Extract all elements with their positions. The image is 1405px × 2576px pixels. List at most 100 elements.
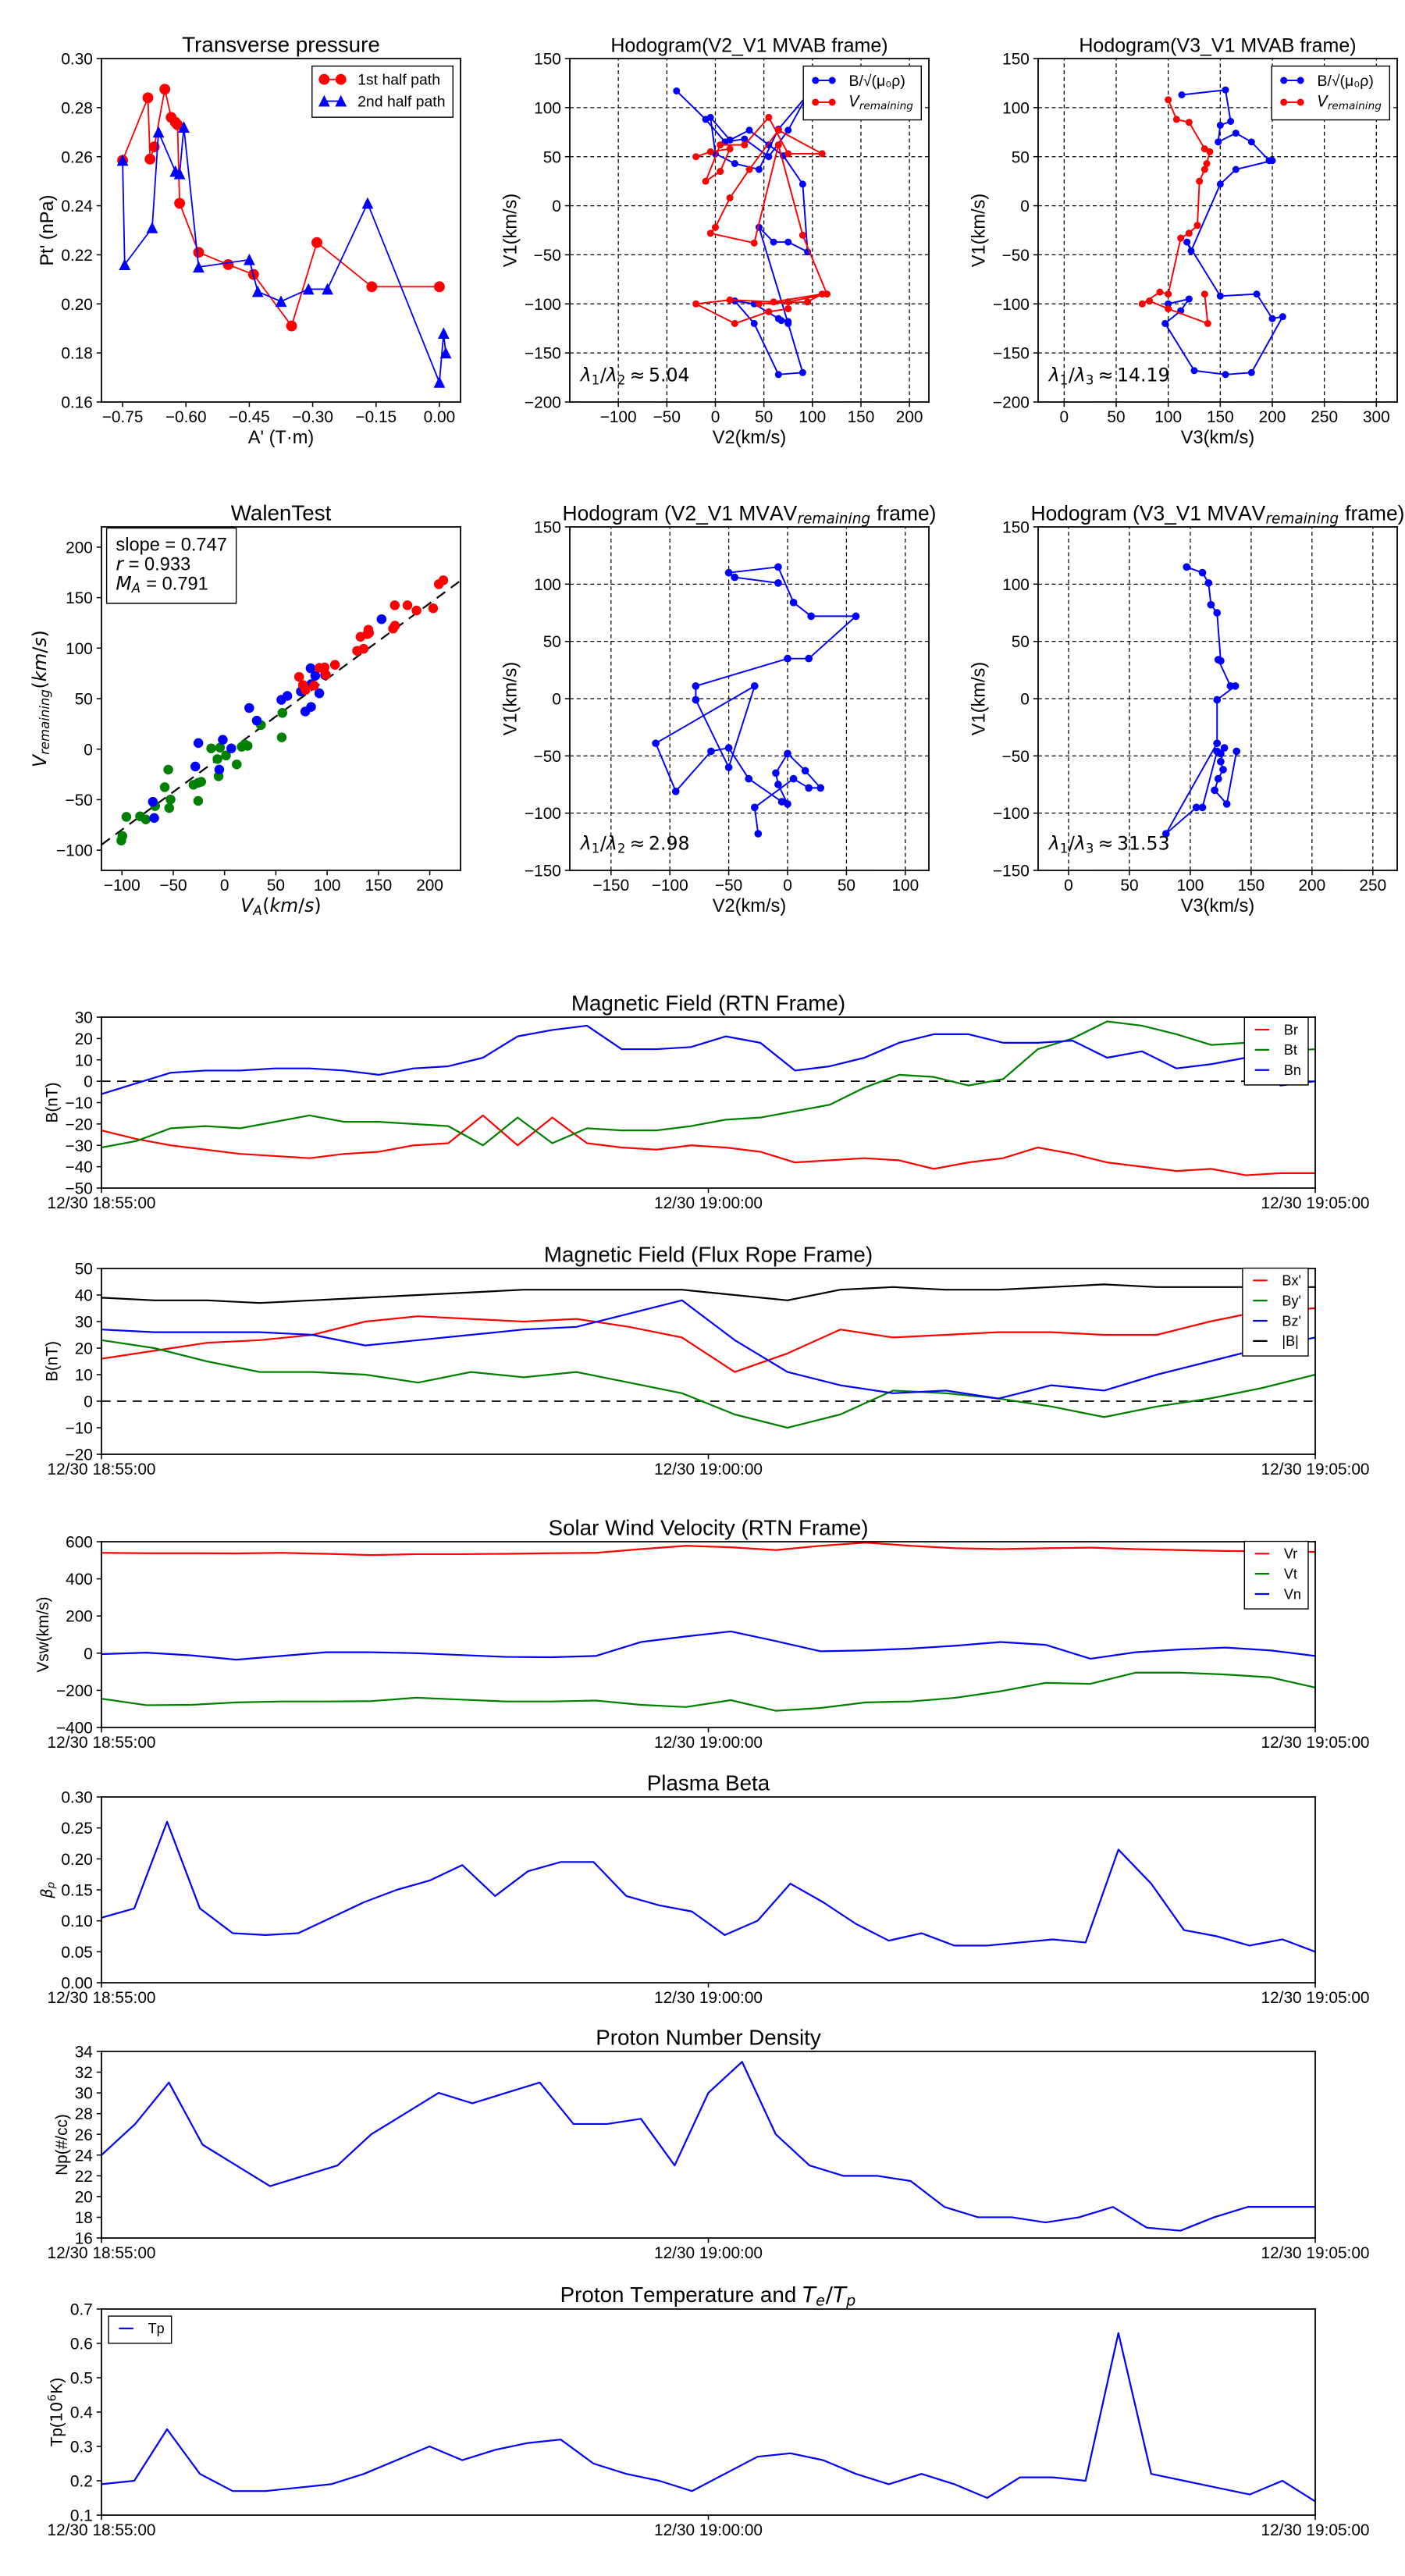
- svg-text:0.30: 0.30: [61, 1789, 93, 1807]
- svg-text:12/30 19:00:00: 12/30 19:00:00: [654, 1194, 763, 1212]
- svg-text:10: 10: [75, 1367, 93, 1385]
- svg-text:100: 100: [534, 99, 561, 117]
- svg-text:−50: −50: [66, 1180, 93, 1198]
- svg-text:V2(km/s): V2(km/s): [713, 428, 786, 448]
- svg-text:400: 400: [66, 1571, 93, 1589]
- svg-text:0.5: 0.5: [70, 2370, 93, 2388]
- svg-text:50: 50: [1107, 408, 1125, 426]
- svg-text:V3(km/s): V3(km/s): [1181, 428, 1254, 448]
- svg-text:T p ( K: T p ( K ) 1 0 6: [45, 2373, 66, 2446]
- svg-text:150: 150: [534, 51, 561, 69]
- svg-text:12/30 19:05:00: 12/30 19:05:00: [1261, 1461, 1370, 1478]
- svg-text:−100: −100: [56, 842, 93, 860]
- svg-text:B(nT): B(nT): [44, 1341, 62, 1382]
- svg-text:12/30 19:00:00: 12/30 19:00:00: [654, 1461, 763, 1478]
- svg-text:0: 0: [1020, 691, 1030, 709]
- svg-text:0.3: 0.3: [70, 2439, 93, 2457]
- svg-text:24: 24: [75, 2147, 93, 2165]
- svg-text:0.00: 0.00: [61, 1975, 93, 1993]
- svg-text:30: 30: [75, 1314, 93, 1332]
- svg-text:40: 40: [75, 1287, 93, 1305]
- svg-text:−30: −30: [66, 1137, 93, 1155]
- svg-text:30: 30: [75, 1009, 93, 1027]
- svg-text:−50: −50: [534, 748, 561, 766]
- svg-text:100: 100: [1177, 877, 1204, 895]
- svg-text:−0.30: −0.30: [292, 408, 333, 426]
- svg-text:18: 18: [75, 2209, 93, 2227]
- svg-text:0: 0: [711, 408, 720, 426]
- svg-text:0: 0: [84, 1645, 93, 1663]
- svg-text:20: 20: [75, 2188, 93, 2206]
- svg-text:Vr: Vr: [1284, 1546, 1297, 1562]
- svg-text:0.18: 0.18: [61, 345, 93, 363]
- svg-text:1st half path: 1st half path: [357, 72, 440, 89]
- svg-text:200: 200: [66, 1608, 93, 1626]
- svg-text:B(nT): B(nT): [44, 1082, 62, 1123]
- svg-text:22: 22: [75, 2168, 93, 2186]
- svg-text:150: 150: [1002, 519, 1030, 537]
- svg-text:150: 150: [66, 589, 93, 607]
- svg-text:100: 100: [891, 877, 919, 895]
- svg-text:−0.60: −0.60: [165, 408, 207, 426]
- svg-text:0: 0: [552, 197, 561, 215]
- svg-text:0.30: 0.30: [61, 51, 93, 69]
- svg-text:V k m s: V k m s A ( / ): [240, 895, 321, 919]
- svg-text:200: 200: [1259, 408, 1286, 426]
- svg-text:0.4: 0.4: [70, 2404, 93, 2422]
- svg-text:150: 150: [365, 877, 392, 895]
- svg-text:−40: −40: [66, 1158, 93, 1176]
- svg-text:0.20: 0.20: [61, 1851, 93, 1869]
- svg-text:0.16: 0.16: [61, 394, 93, 412]
- svg-text:−100: −100: [525, 296, 561, 314]
- svg-text:200: 200: [66, 539, 93, 557]
- svg-text:V1(km/s): V1(km/s): [501, 194, 521, 267]
- svg-text:12/30 19:05:00: 12/30 19:05:00: [1261, 1734, 1370, 1752]
- svg-text:600: 600: [66, 1534, 93, 1552]
- svg-text:Hodogram(V2_V1 MVAB frame): Hodogram(V2_V1 MVAB frame): [610, 35, 887, 57]
- svg-text:0.26: 0.26: [61, 148, 93, 166]
- svg-text:12/30 18:55:00: 12/30 18:55:00: [48, 1194, 156, 1212]
- svg-text:−50: −50: [715, 877, 742, 895]
- svg-text:150: 150: [1002, 51, 1030, 69]
- svg-text:0: 0: [783, 877, 792, 895]
- svg-text:0.22: 0.22: [61, 247, 93, 265]
- svg-text:34: 34: [75, 2044, 93, 2062]
- svg-text:12/30 19:05:00: 12/30 19:05:00: [1261, 2244, 1370, 2262]
- svg-text:−100: −100: [104, 877, 140, 895]
- svg-text:λ λ 1 2: λ λ 1 2 / ≈ 2 . 9 8: [579, 832, 690, 856]
- svg-text:100: 100: [799, 408, 826, 426]
- svg-text:−50: −50: [159, 877, 187, 895]
- svg-text:−200: −200: [525, 394, 561, 412]
- svg-text:20: 20: [75, 1340, 93, 1358]
- svg-text:50: 50: [755, 408, 773, 426]
- svg-text:250: 250: [1311, 408, 1338, 426]
- svg-text:Bt: Bt: [1284, 1042, 1297, 1058]
- svg-text:200: 200: [896, 408, 923, 426]
- svg-text:50: 50: [1012, 633, 1030, 651]
- svg-text:10: 10: [75, 1051, 93, 1069]
- svg-text:32: 32: [75, 2064, 93, 2082]
- svg-text:0.6: 0.6: [70, 2336, 93, 2354]
- svg-text:−20: −20: [66, 1446, 93, 1464]
- svg-text:12/30 19:05:00: 12/30 19:05:00: [1261, 1989, 1370, 2007]
- svg-text:250: 250: [1359, 877, 1386, 895]
- svg-text:0: 0: [552, 691, 561, 709]
- svg-text:Tp: Tp: [148, 2321, 165, 2336]
- svg-text:|B|: |B|: [1282, 1333, 1298, 1349]
- svg-text:Hodogram(V3_V1 MVAB frame): Hodogram(V3_V1 MVAB frame): [1079, 35, 1356, 57]
- svg-text:0.7: 0.7: [70, 2301, 93, 2319]
- svg-text:Br: Br: [1284, 1022, 1298, 1037]
- svg-text:Magnetic Field (Flux Rope Fram: Magnetic Field (Flux Rope Frame): [544, 1243, 873, 1267]
- svg-text:50: 50: [543, 148, 561, 166]
- svg-text:Pt' (nPa): Pt' (nPa): [37, 194, 58, 265]
- svg-text:−0.15: −0.15: [355, 408, 397, 426]
- svg-text:−150: −150: [592, 877, 629, 895]
- svg-text:0.05: 0.05: [61, 1944, 93, 1962]
- svg-text:B/√(μ₀ρ): B/√(μ₀ρ): [849, 73, 905, 90]
- svg-text:Vt: Vt: [1284, 1566, 1297, 1582]
- svg-text:−10: −10: [66, 1094, 93, 1112]
- svg-text:100: 100: [314, 877, 341, 895]
- svg-text:Solar Wind Velocity (RTN Frame: Solar Wind Velocity (RTN Frame): [549, 1516, 869, 1540]
- svg-text:50: 50: [1120, 877, 1138, 895]
- svg-text:0: 0: [84, 741, 93, 759]
